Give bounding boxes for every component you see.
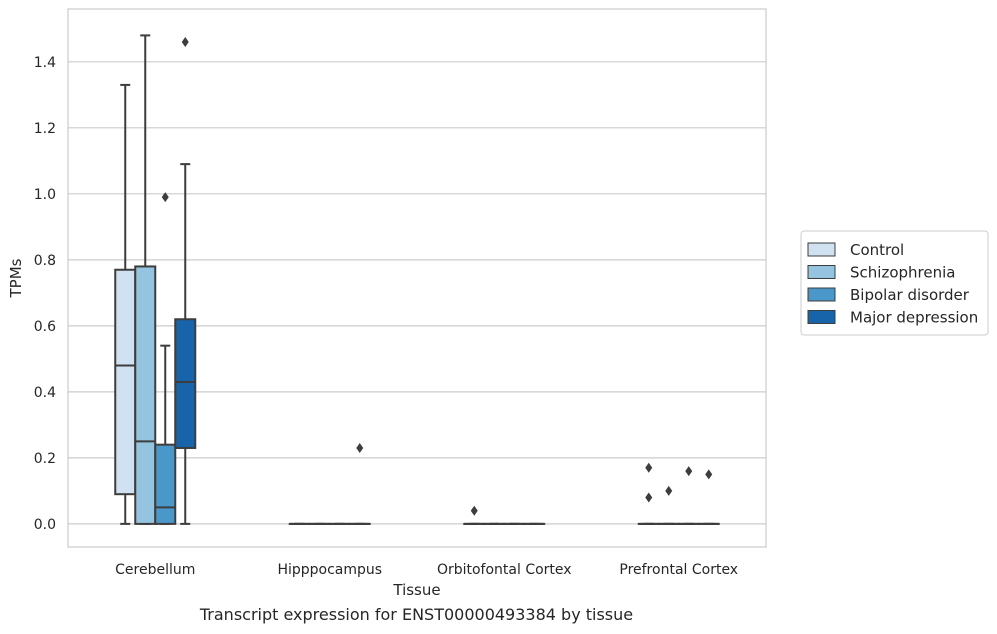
box-group [348, 442, 371, 525]
x-tick-label: Orbitofontal Cortex [437, 562, 572, 578]
y-tick-label: 1.2 [34, 121, 56, 137]
x-tick-label: Hipppocampus [277, 562, 382, 578]
box-iqr [114, 268, 137, 496]
outlier-point [685, 466, 693, 477]
box-group [463, 505, 486, 525]
plot-area-frame [67, 8, 767, 548]
y-tick-label: 0.8 [34, 253, 56, 269]
box-iqr [134, 265, 157, 525]
box-group [154, 192, 177, 525]
y-tick-label: 0.4 [34, 385, 56, 401]
x-tick-labels: Cerebellum Hipppocampus Orbitofontal Corte… [115, 562, 738, 578]
outlier-point [161, 192, 169, 203]
box-group [174, 37, 197, 525]
y-tick-label: 0.2 [34, 451, 56, 467]
y-axis-label: TPMs [7, 258, 25, 298]
y-tick-label: 0.6 [34, 319, 56, 335]
outlier-point [645, 492, 653, 503]
box-iqr [174, 318, 197, 449]
legend-label: Major depression [850, 309, 978, 327]
legend-label: Schizophrenia [850, 264, 955, 282]
outlier-point [645, 462, 653, 473]
outlier-point [181, 37, 189, 48]
legend-label: Control [850, 241, 904, 259]
x-tick-label: Prefrontal Cortex [619, 562, 738, 578]
box-group [677, 466, 700, 525]
box-group [657, 485, 680, 525]
legend-frame [800, 230, 989, 336]
x-axis-label: Tissue [392, 581, 440, 599]
legend-swatch [807, 242, 836, 257]
outlier-point [665, 485, 673, 496]
figure-caption: Transcript expression for ENST0000049338… [199, 605, 634, 624]
box-series [114, 34, 720, 525]
box-group [697, 469, 720, 525]
box-group [134, 34, 157, 525]
legend-swatch [807, 265, 836, 279]
y-tick-label: 0.0 [34, 517, 56, 533]
y-tick-label: 1.0 [34, 187, 56, 203]
box-iqr [154, 443, 177, 525]
x-tick-label: Cerebellum [115, 562, 195, 578]
y-tick-labels: 0.0 0.2 0.4 0.6 0.8 1.0 1.2 1.4 [34, 55, 56, 533]
legend-swatch [807, 310, 836, 324]
outlier-point [356, 442, 364, 453]
outlier-point [470, 505, 478, 516]
legend-label: Bipolar disorder [850, 286, 970, 304]
outlier-point [705, 469, 713, 480]
legend-swatch [807, 287, 836, 302]
legend: Control Schizophrenia Bipolar disorder Majo… [800, 230, 989, 336]
box-group [114, 83, 137, 525]
y-tick-label: 1.4 [34, 55, 56, 71]
box-group [637, 462, 660, 525]
